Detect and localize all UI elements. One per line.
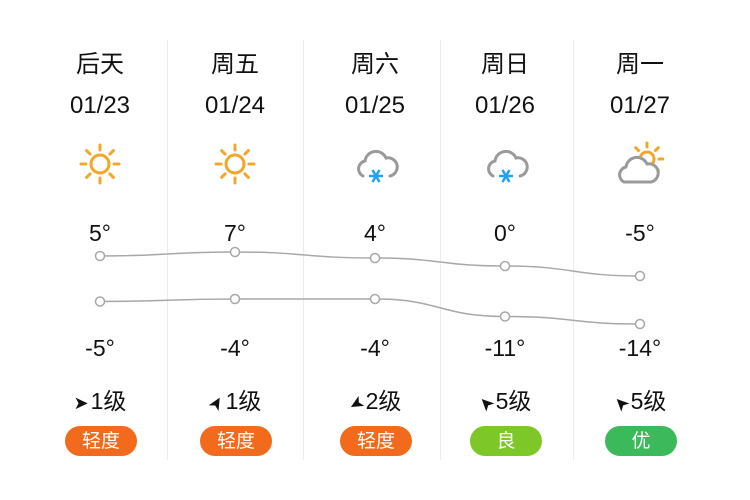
aqi-badge: 轻度: [65, 426, 137, 456]
high-temp-line: [99, 251, 641, 277]
snow-cloud-icon: [481, 140, 529, 188]
low-temp: -4°: [360, 335, 390, 361]
date-label: 01/24: [204, 92, 266, 119]
date-label: 01/26: [474, 92, 536, 119]
aqi-badge: 轻度: [340, 426, 412, 456]
date-label: 01/25: [344, 92, 406, 119]
aqi-badge: 轻度: [200, 426, 272, 456]
day-column[interactable]: 后天 01/23 5° -5° ➤1级 轻度: [35, 0, 165, 500]
wind-info: ➤5级: [440, 382, 570, 416]
wind-level: 1级: [225, 388, 262, 414]
wind-info: ➤2级: [310, 382, 440, 416]
day-column[interactable]: 周日 01/26 0° -11° ➤5级 良: [440, 0, 570, 500]
high-temp: 0°: [494, 220, 516, 246]
day-label: 周六: [351, 50, 399, 78]
wind-level: 5级: [630, 388, 667, 414]
column-divider: [167, 40, 168, 460]
low-temp-point: [634, 318, 646, 330]
high-temp-point: [94, 250, 106, 262]
snow-cloud-icon: [351, 140, 399, 188]
low-temp-point: [94, 296, 106, 307]
date-label: 01/23: [69, 92, 131, 119]
date-label: 01/27: [609, 92, 671, 119]
high-temp: 4°: [364, 220, 386, 246]
column-divider: [573, 40, 574, 460]
day-label: 后天: [76, 50, 124, 78]
wind-level: 1级: [90, 388, 127, 414]
high-temp-point: [499, 260, 511, 272]
day-column[interactable]: 周五 01/24 7° -4° ➤1级 轻度: [170, 0, 300, 500]
aqi-badge: 良: [470, 426, 542, 456]
wind-direction-icon: ➤: [73, 393, 89, 413]
wind-level: 2级: [365, 388, 402, 414]
low-temp: -5°: [85, 335, 115, 361]
high-temp-point: [634, 270, 646, 282]
low-temp-point: [369, 293, 381, 305]
low-temp: -4°: [220, 335, 250, 361]
day-label: 周日: [481, 50, 529, 78]
wind-level: 5级: [495, 388, 532, 414]
high-temp: 5°: [89, 220, 111, 246]
wind-info: ➤1级: [35, 382, 165, 416]
sun-icon: [76, 140, 124, 188]
day-label: 周一: [616, 50, 664, 78]
aqi-badge: 优: [605, 426, 677, 456]
low-temp: -14°: [618, 335, 662, 361]
high-temp: 7°: [224, 220, 246, 246]
wind-info: ➤5级: [575, 382, 705, 416]
low-temp-point: [229, 293, 241, 305]
sun-icon: [211, 140, 259, 188]
high-temp-point: [369, 252, 381, 264]
day-column[interactable]: 周一 01/27 -5° -14° ➤5级 优: [575, 0, 705, 500]
wind-info: ➤1级: [170, 382, 300, 416]
day-column[interactable]: 周六 01/25 4° -4° ➤2级 轻度: [310, 0, 440, 500]
high-temp-point: [229, 246, 241, 258]
low-temp: -11°: [484, 335, 526, 361]
partly-cloudy-icon: [616, 140, 665, 188]
day-label: 周五: [211, 50, 259, 78]
low-temp-point: [499, 311, 511, 322]
column-divider: [303, 40, 304, 460]
column-divider: [440, 40, 441, 460]
high-temp: -5°: [625, 220, 655, 246]
low-temp-line: [99, 298, 641, 325]
